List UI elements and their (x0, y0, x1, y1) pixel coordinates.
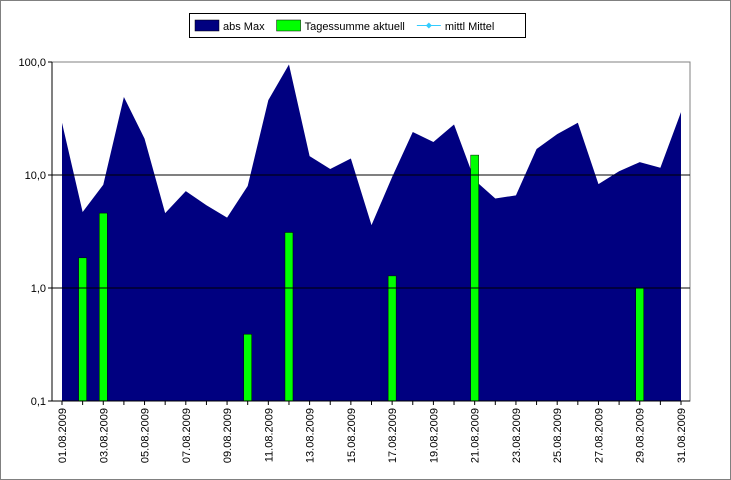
y-tick-label: 100,0 (18, 57, 46, 69)
x-tick-label: 17.08.2009 (387, 408, 399, 463)
bar (470, 154, 479, 402)
legend-label: Tagessumme aktuell (305, 21, 405, 33)
x-tick-label: 13.08.2009 (305, 408, 317, 463)
y-tick-label: 0,1 (31, 396, 46, 408)
legend: abs Max Tagessumme aktuell mittl Mittel (189, 13, 526, 38)
x-tick-label: 05.08.2009 (140, 408, 152, 463)
x-tick-label: 25.08.2009 (552, 408, 564, 463)
x-tick-label: 07.08.2009 (181, 408, 193, 463)
bar (243, 333, 252, 402)
x-tick-label: 03.08.2009 (98, 408, 110, 463)
bar (387, 275, 397, 402)
x-tick-label: 09.08.2009 (222, 408, 234, 463)
x-tick-label: 15.08.2009 (346, 408, 358, 463)
x-tick-label: 29.08.2009 (635, 408, 647, 463)
bar (99, 212, 108, 402)
x-tick-label: 23.08.2009 (511, 408, 523, 463)
bar (284, 232, 294, 402)
x-tick-label: 01.08.2009 (57, 408, 69, 463)
bar (78, 257, 87, 402)
legend-label: abs Max (223, 21, 265, 33)
x-tick-label: 21.08.2009 (470, 408, 482, 463)
legend-marker (425, 22, 432, 29)
legend-swatch (194, 19, 220, 32)
legend-swatch (276, 19, 301, 32)
x-tick-label: 11.08.2009 (263, 408, 275, 462)
y-tick-label: 10,0 (25, 170, 46, 182)
area (62, 64, 681, 401)
x-tick-label: 31.08.2009 (676, 408, 688, 463)
x-tick-label: 27.08.2009 (593, 408, 605, 463)
x-tick-label: 19.08.2009 (428, 408, 440, 463)
bar (635, 287, 644, 402)
y-tick-label: 1,0 (31, 283, 46, 295)
legend-box (189, 13, 526, 38)
legend-label: mittl Mittel (445, 21, 495, 33)
